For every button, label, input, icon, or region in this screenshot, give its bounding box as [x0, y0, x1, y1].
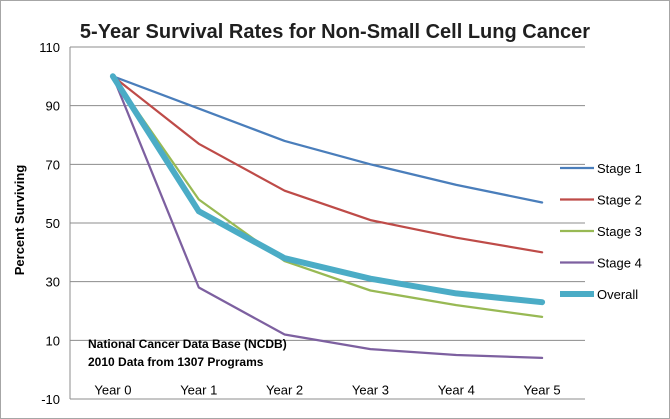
y-tick-label: -10 [41, 392, 60, 407]
x-tick-label: Year 0 [94, 383, 131, 398]
grid-lines [69, 46, 585, 400]
series-line-stage-3 [111, 75, 544, 319]
x-tick-label: Year 5 [524, 383, 561, 398]
legend-label: Stage 3 [597, 224, 642, 239]
legend-label: Stage 1 [597, 161, 642, 176]
x-tick-label: Year 2 [266, 383, 303, 398]
series-line-stage-1 [111, 75, 544, 204]
y-tick-label: 70 [46, 157, 60, 172]
series-line-overall [109, 73, 546, 306]
x-tick-label: Year 4 [438, 383, 475, 398]
y-tick-label: 110 [39, 40, 60, 55]
y-tick-label: 90 [46, 99, 60, 114]
x-axis-tick-labels: Year 0 Year 1 Year 2 Year 3 Year 4 Year 5 [94, 383, 560, 398]
x-tick-label: Year 3 [352, 383, 389, 398]
series-lines [109, 73, 546, 360]
y-axis-label: Percent Surviving [12, 165, 27, 276]
series-line-stage-4 [111, 75, 544, 360]
legend-label: Stage 2 [597, 193, 642, 208]
source-note-line-1: National Cancer Data Base (NCDB) [88, 337, 287, 351]
x-tick-label: Year 1 [180, 383, 217, 398]
legend-label: Stage 4 [597, 256, 642, 271]
series-line-stage-2 [111, 75, 544, 254]
y-tick-label: 10 [46, 333, 60, 348]
y-axis-tick-labels: -10 10 30 50 70 90 110 [39, 40, 60, 407]
legend: Stage 1 Stage 2 Stage 3 Stage 4 Overall [560, 161, 642, 302]
source-note-line-2: 2010 Data from 1307 Programs [88, 355, 264, 369]
y-tick-label: 50 [46, 216, 60, 231]
y-tick-label: 30 [46, 275, 60, 290]
legend-label: Overall [597, 287, 638, 302]
chart-title: 5-Year Survival Rates for Non-Small Cell… [80, 21, 590, 43]
